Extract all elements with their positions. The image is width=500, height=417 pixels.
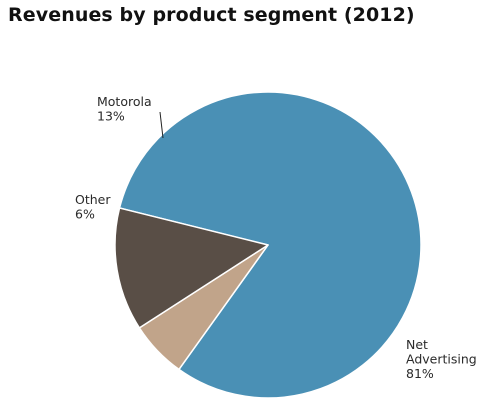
chart-title: Revenues by product segment (2012) xyxy=(8,4,415,26)
pie-slice-motorola xyxy=(114,207,269,329)
pie-slices xyxy=(114,91,422,399)
slice-labels: Net Advertising 81% Other 6% Motorola 13% xyxy=(75,94,477,381)
slice-label-other: Other 6% xyxy=(75,192,111,222)
leader-line-motorola xyxy=(159,111,164,139)
pie-slice-net-advertising xyxy=(118,91,422,399)
slice-label-motorola: Motorola 13% xyxy=(97,94,152,124)
leader-lines xyxy=(159,111,164,139)
slice-label-net-advertising: Net Advertising 81% xyxy=(406,337,477,381)
